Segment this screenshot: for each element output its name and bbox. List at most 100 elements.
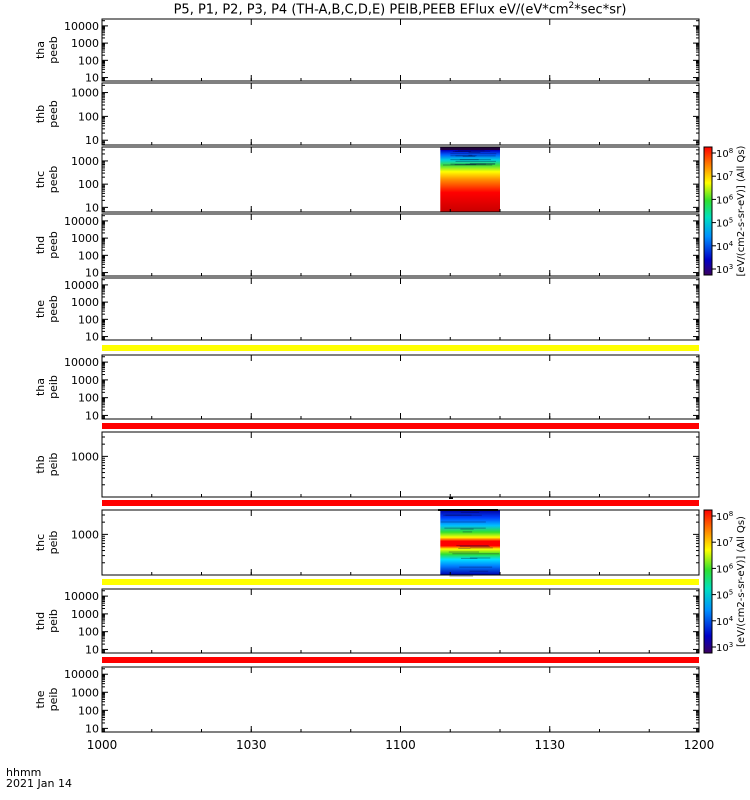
y-tick-label: 10 bbox=[85, 331, 99, 344]
colorbar-label: [eV/(cm2-s-sr-eV)] (All Qs) bbox=[736, 145, 747, 276]
y-tick-label: 10 bbox=[85, 201, 99, 214]
chart-title: P5, P1, P2, P3, P4 (TH-A,B,C,D,E) PEIB,P… bbox=[0, 1, 750, 17]
flux-band-yellow bbox=[102, 579, 699, 585]
x-tick-label: 1200 bbox=[684, 738, 715, 752]
panel-ylabel-line: peeb bbox=[47, 295, 60, 323]
y-tick-label: 10000 bbox=[64, 20, 99, 33]
panel-tha-peeb: 10 100 1000 10000 tha peeb bbox=[34, 19, 699, 85]
colorbar-tick-label: 105 bbox=[716, 217, 733, 230]
data-marker bbox=[449, 497, 453, 499]
x-tick-label: 1100 bbox=[385, 738, 416, 752]
panel-ylabel-line: peeb bbox=[47, 100, 60, 128]
y-tick-label: 100 bbox=[78, 54, 99, 67]
colorbar-tick-label: 107 bbox=[716, 170, 733, 183]
panel-ylabel-line: tha bbox=[34, 378, 47, 396]
panel-frame bbox=[102, 355, 699, 419]
y-tick-label: 10 bbox=[85, 134, 99, 147]
data-marker bbox=[438, 509, 498, 511]
colorbar-tick-label: 105 bbox=[716, 589, 733, 602]
colorbar-label: [eV/(cm2-s-sr-eV)] (All Qs) bbox=[736, 516, 747, 647]
colorbar-gradient bbox=[704, 510, 712, 653]
y-tick-label: 1000 bbox=[71, 87, 99, 100]
y-tick-label: 1000 bbox=[71, 450, 99, 463]
y-tick-label: 10 bbox=[85, 72, 99, 85]
panel-frame bbox=[102, 278, 699, 340]
panel-the-peib: 10 100 1000 10000 the peib bbox=[34, 667, 699, 735]
panel-frame bbox=[102, 214, 699, 276]
panel-thb-peeb: 10 100 1000 thb peeb bbox=[34, 83, 699, 147]
y-tick-label: 1000 bbox=[71, 374, 99, 387]
y-tick-label: 10000 bbox=[64, 356, 99, 369]
panel-ylabel-line: thc bbox=[34, 534, 47, 551]
colorbar-tick-label: 103 bbox=[716, 263, 733, 276]
panel-ylabel-line: thb bbox=[34, 455, 47, 473]
flux-band-yellow bbox=[102, 345, 699, 351]
panel-the-peeb: 10 100 1000 10000 the peeb bbox=[34, 278, 699, 351]
panel-ylabel-line: peib bbox=[47, 453, 60, 477]
panel-ylabel-line: thd bbox=[34, 612, 47, 630]
panel-ylabel-line: peeb bbox=[47, 36, 60, 64]
y-tick-label: 10 bbox=[85, 409, 99, 422]
y-tick-label: 1000 bbox=[71, 155, 99, 168]
x-tick-label: 1000 bbox=[87, 738, 118, 752]
y-tick-label: 100 bbox=[78, 313, 99, 326]
colorbar-tick-label: 108 bbox=[716, 147, 733, 160]
colorbar-tick-label: 107 bbox=[716, 536, 733, 549]
panel-ylabel-line: peib bbox=[47, 375, 60, 399]
x-tick-label: 1130 bbox=[534, 738, 565, 752]
colorbar-tick-label: 106 bbox=[716, 193, 734, 206]
panel-ylabel-line: thb bbox=[34, 105, 47, 123]
panel-frame bbox=[102, 667, 699, 732]
panel-frame bbox=[102, 510, 699, 575]
y-tick-label: 100 bbox=[78, 178, 99, 191]
colorbar-tick-label: 104 bbox=[716, 240, 734, 253]
panel-thc-peeb: 10 100 1000 thc peeb bbox=[34, 147, 699, 214]
colorbar-tick-label: 103 bbox=[716, 641, 733, 654]
y-tick-label: 100 bbox=[78, 704, 99, 717]
panel-ylabel-line: the bbox=[34, 300, 47, 318]
panel-ylabel-line: peeb bbox=[47, 231, 60, 259]
panel-ylabel-line: peib bbox=[47, 688, 60, 712]
y-tick-label: 10000 bbox=[64, 215, 99, 228]
panel-thd-peeb: 10 100 1000 10000 thd peeb bbox=[34, 214, 699, 280]
colorbar: 103 104 105 106 107 108[eV/(cm2-s-sr-eV)] (Al… bbox=[704, 510, 747, 654]
panel-frame bbox=[102, 83, 699, 145]
flux-band-red bbox=[102, 500, 699, 506]
panel-frame bbox=[102, 432, 699, 497]
colorbar-tick-label: 108 bbox=[716, 510, 733, 523]
spectrogram-block bbox=[440, 510, 500, 575]
colorbar-gradient bbox=[704, 147, 712, 275]
panel-ylabel-line: peeb bbox=[47, 166, 60, 194]
colorbar-tick-label: 106 bbox=[716, 562, 734, 575]
panel-ylabel-line: thd bbox=[34, 236, 47, 254]
colorbar-tick-label: 104 bbox=[716, 615, 734, 628]
y-tick-label: 100 bbox=[78, 249, 99, 262]
y-tick-label: 1000 bbox=[71, 37, 99, 50]
y-tick-label: 100 bbox=[78, 110, 99, 123]
panel-frame bbox=[102, 147, 699, 212]
y-tick-label: 100 bbox=[78, 392, 99, 405]
y-tick-label: 10000 bbox=[64, 668, 99, 681]
panel-frame bbox=[102, 589, 699, 653]
y-tick-label: 10 bbox=[85, 722, 99, 735]
colorbar: 103 104 105 106 107 108[eV/(cm2-s-sr-eV)] (Al… bbox=[704, 145, 747, 276]
panel-ylabel-line: the bbox=[34, 690, 47, 708]
panel-ylabel-line: peib bbox=[47, 609, 60, 633]
panel-ylabel-line: tha bbox=[34, 41, 47, 59]
flux-band-red bbox=[102, 657, 699, 663]
y-tick-label: 10 bbox=[85, 643, 99, 656]
flux-band-red bbox=[102, 423, 699, 429]
x-tick-label: 1030 bbox=[236, 738, 267, 752]
y-tick-label: 1000 bbox=[71, 296, 99, 309]
y-tick-label: 10000 bbox=[64, 590, 99, 603]
y-tick-label: 10000 bbox=[64, 279, 99, 292]
panel-ylabel-line: peib bbox=[47, 531, 60, 555]
panel-ylabel-line: thc bbox=[34, 171, 47, 188]
y-tick-label: 1000 bbox=[71, 686, 99, 699]
y-tick-label: 100 bbox=[78, 626, 99, 639]
y-tick-label: 1000 bbox=[71, 232, 99, 245]
date-label: 2021 Jan 14 bbox=[6, 777, 72, 790]
y-tick-label: 1000 bbox=[71, 608, 99, 621]
y-tick-label: 1000 bbox=[71, 528, 99, 541]
